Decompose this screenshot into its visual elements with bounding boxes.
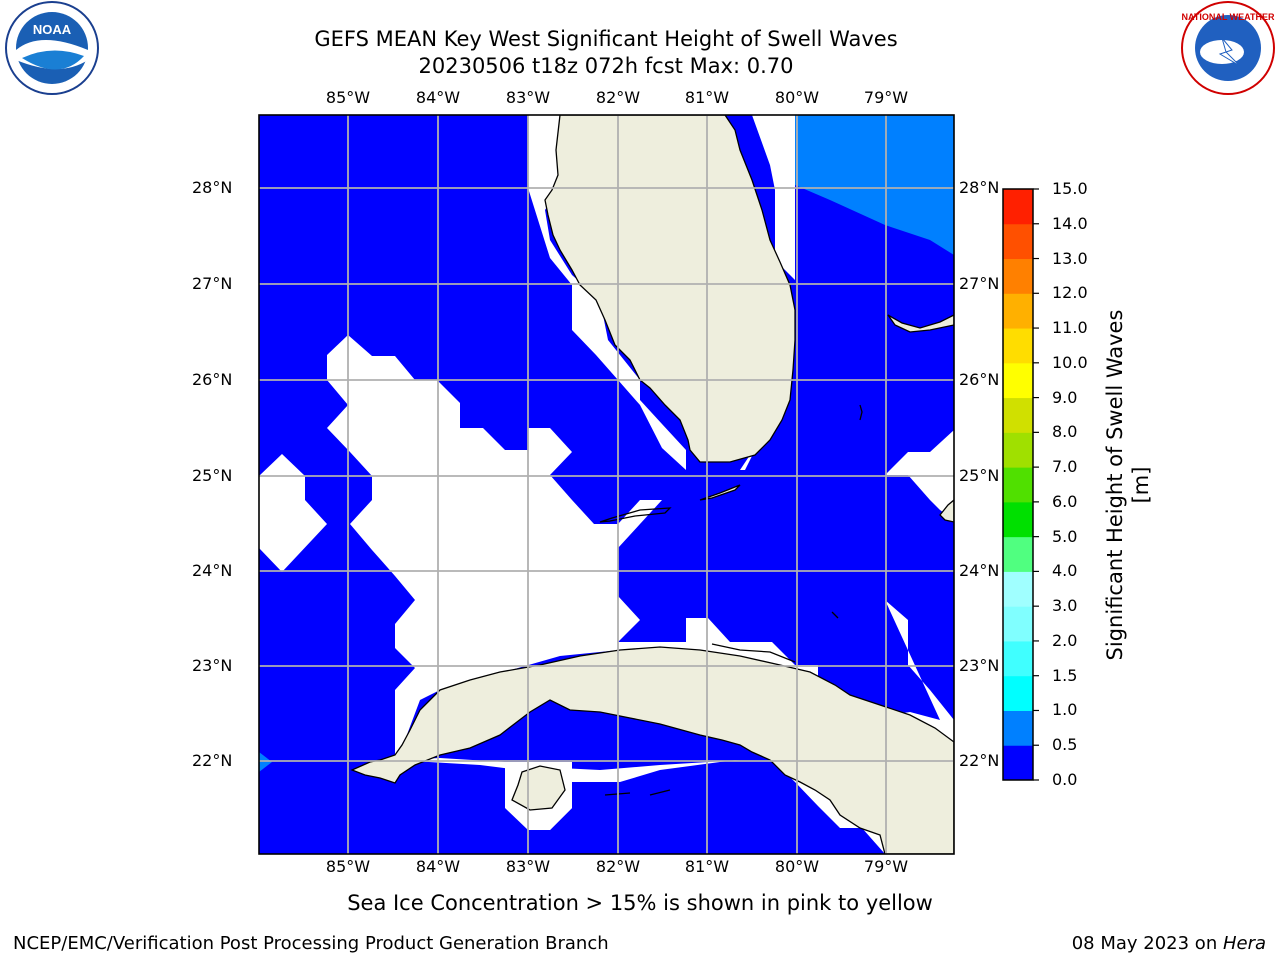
colorbar-tick-label: 0.5	[1052, 735, 1078, 755]
colorbar-segment	[1003, 501, 1033, 538]
colorbar-tick-label: 11.0	[1052, 318, 1088, 338]
lon-label-bottom: 80°W	[774, 857, 820, 876]
lon-label-top: 79°W	[863, 88, 909, 107]
machine-name: Hera	[1222, 933, 1266, 954]
colorbar-tick-label: 14.0	[1052, 213, 1088, 233]
lat-label-right: 25°N	[959, 466, 1000, 485]
colorbar-tick-label: 13.0	[1052, 248, 1088, 268]
lon-label-bottom: 79°W	[863, 857, 909, 876]
lon-label-top: 83°W	[505, 88, 551, 107]
lon-label-bottom: 81°W	[684, 857, 730, 876]
colorbar-segment	[1003, 710, 1033, 746]
map-field	[259, 115, 954, 854]
map-frame	[258, 114, 955, 855]
nws-logo: NATIONAL WEATHER	[1181, 1, 1275, 95]
colorbar-segment	[1003, 432, 1033, 468]
map-subtitle: 20230506 t18z 072h fcst Max: 0.70	[418, 54, 794, 78]
lat-label-left: 28°N	[192, 178, 233, 197]
colorbar-segment	[1003, 606, 1033, 642]
lat-label-left: 23°N	[192, 656, 233, 675]
colorbar-tick-label: 8.0	[1052, 422, 1078, 442]
lon-label-top: 84°W	[415, 88, 461, 107]
colorbar-tick-label: 0.0	[1052, 770, 1078, 789]
colorbar-segment	[1003, 675, 1033, 711]
lon-label-top: 85°W	[325, 88, 371, 107]
credit-text: NCEP/EMC/Verification Post Processing Pr…	[13, 933, 609, 954]
run-date-text: 08 May 2023 on	[1071, 933, 1223, 954]
colorbar-tick-label: 12.0	[1052, 283, 1088, 303]
noaa-logo: NOAA	[5, 1, 99, 95]
lon-label-top: 82°W	[595, 88, 641, 107]
lat-label-right: 22°N	[959, 751, 1000, 770]
lat-label-right: 23°N	[959, 656, 1000, 675]
colorbar-segment	[1003, 571, 1033, 607]
colorbar-tick-label: 5.0	[1052, 526, 1078, 546]
lon-label-top: 80°W	[774, 88, 820, 107]
lat-label-left: 22°N	[192, 751, 233, 770]
map-title: GEFS MEAN Key West Significant Height of…	[314, 27, 898, 51]
colorbar-segment	[1003, 536, 1033, 572]
colorbar-label: Significant Height of Swell Waves [m]	[1103, 309, 1153, 661]
lat-label-right: 24°N	[959, 561, 1000, 580]
lon-label-bottom: 83°W	[505, 857, 551, 876]
colorbar-tick-label: 9.0	[1052, 387, 1078, 407]
colorbar-segment	[1003, 467, 1033, 503]
colorbar-tick-label: 3.0	[1052, 596, 1078, 616]
lon-label-bottom: 84°W	[415, 857, 461, 876]
colorbar-segment	[1003, 745, 1033, 781]
colorbar-tick-label: 1.5	[1052, 665, 1078, 685]
colorbar-segment	[1003, 293, 1033, 329]
colorbar-segment	[1003, 640, 1033, 677]
colorbar-segment	[1003, 362, 1033, 399]
lat-label-right: 26°N	[959, 370, 1000, 389]
lat-label-left: 26°N	[192, 370, 233, 389]
lat-label-left: 24°N	[192, 561, 233, 580]
lon-label-top: 81°W	[684, 88, 730, 107]
colorbar-tick-label: 10.0	[1052, 352, 1088, 372]
colorbar-segment	[1003, 397, 1033, 433]
run-date: 08 May 2023 on Hera	[1072, 933, 1266, 954]
colorbar-segment	[1003, 189, 1033, 225]
lat-label-left: 27°N	[192, 274, 233, 293]
svg-text:NOAA: NOAA	[33, 22, 72, 37]
colorbar-segment	[1003, 223, 1033, 260]
colorbar-segment	[1003, 328, 1033, 364]
colorbar-segment	[1003, 258, 1033, 294]
colorbar-tick-label: 2.0	[1052, 630, 1078, 650]
lat-label-right: 28°N	[959, 178, 1000, 197]
colorbar-frame	[1002, 188, 1034, 781]
svg-text:NATIONAL WEATHER: NATIONAL WEATHER	[1182, 12, 1275, 22]
lon-label-bottom: 82°W	[595, 857, 641, 876]
colorbar-tick-label: 4.0	[1052, 561, 1078, 581]
lat-label-left: 25°N	[192, 466, 233, 485]
map-gridlines	[259, 115, 954, 854]
lon-label-bottom: 85°W	[325, 857, 371, 876]
colorbar-tick-label: 15.0	[1052, 179, 1088, 198]
colorbar-tick-label: 7.0	[1052, 457, 1078, 477]
lat-label-right: 27°N	[959, 274, 1000, 293]
colorbar-tick-label: 1.0	[1052, 700, 1078, 720]
colorbar-tick-label: 6.0	[1052, 491, 1078, 511]
colorbar	[1003, 188, 1039, 781]
sea-ice-note: Sea Ice Concentration > 15% is shown in …	[347, 891, 933, 915]
